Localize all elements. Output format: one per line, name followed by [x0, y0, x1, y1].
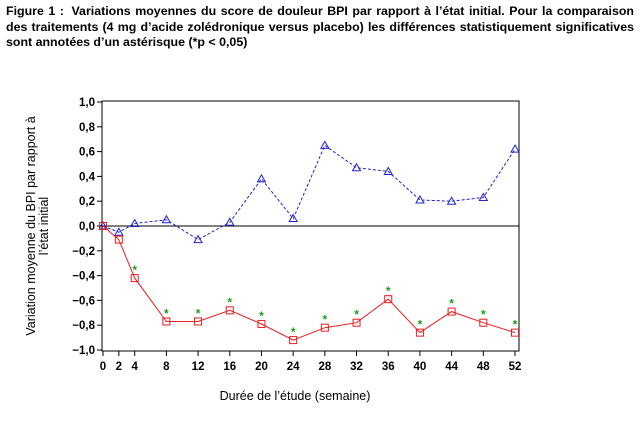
zoledronic-point: [162, 317, 171, 326]
x-tick-label: 36: [382, 361, 395, 373]
zoledronic-point: [194, 317, 203, 326]
significance-asterisk: *: [481, 308, 486, 322]
significance-asterisk: *: [132, 263, 137, 277]
placebo-point: [510, 144, 520, 153]
y-axis-title-line-2: l’état initial: [37, 197, 51, 255]
placebo-point: [351, 162, 362, 172]
zoledronic-point: [384, 295, 393, 304]
x-tick-label: 12: [192, 361, 205, 373]
figure-caption-text: Variations moyennes du score de douleur …: [6, 4, 635, 49]
y-axis: 1,0 0,8 0,6 0,4 0,2 0,0 −0,2 −0,4 −0,6 −0,8 −1,0: [72, 97, 102, 357]
placebo-point: [193, 234, 203, 244]
zoledronic-point: [289, 336, 298, 345]
placebo-series-line: [102, 144, 516, 241]
significance-asterisk: *: [513, 318, 518, 332]
zoledronic-point: [257, 319, 266, 328]
zoledronic-point: [352, 318, 361, 327]
placebo-point: [256, 173, 267, 183]
placebo-point: [383, 166, 394, 175]
x-tick-label: 44: [445, 361, 458, 373]
significance-asterisk: *: [323, 313, 328, 327]
zoledronic-series-line: [102, 225, 516, 341]
x-tick-label: 28: [318, 361, 331, 373]
zoledronic-point: [479, 318, 488, 327]
y-tick-label: −0,8: [72, 320, 95, 332]
y-tick-label: −1,0: [72, 345, 95, 357]
zoledronic-point: [511, 328, 519, 337]
y-tick-label: 0,8: [79, 122, 96, 134]
zoledronic-point: [114, 235, 123, 244]
y-tick-label: 0,2: [79, 196, 95, 208]
y-tick-label: −0,4: [72, 271, 95, 283]
significance-asterisk: *: [164, 306, 169, 320]
placebo-point: [319, 140, 330, 149]
zoledronic-point: [99, 222, 107, 230]
y-tick-label: −0,6: [72, 295, 95, 307]
x-tick-label: 32: [350, 361, 363, 373]
zoledronic-point: [320, 323, 329, 332]
x-axis-title: Durée de l’étude (semaine): [220, 389, 371, 403]
x-tick-label: 52: [509, 361, 522, 373]
zoledronic-point: [225, 306, 234, 315]
placebo-point: [129, 218, 140, 228]
y-tick-label: −0,2: [72, 246, 95, 258]
zoledronic-point: [415, 328, 424, 337]
x-tick-label: 16: [223, 361, 236, 373]
significance-asterisk: *: [354, 308, 359, 322]
significance-asterisk: *: [418, 318, 423, 332]
x-tick-label: 48: [477, 361, 490, 373]
y-tick-label: 0,6: [79, 147, 95, 159]
significance-asterisk: *: [196, 306, 201, 320]
significance-asterisk: *: [227, 295, 232, 309]
placebo-point: [446, 196, 457, 205]
y-tick-label: 0,4: [79, 171, 96, 183]
placebo-point: [161, 214, 172, 224]
figure-label: Figure 1 :: [6, 4, 64, 18]
significance-asterisk: *: [449, 297, 454, 311]
zoledronic-point: [130, 274, 139, 283]
x-tick-label: 40: [414, 361, 427, 373]
x-tick-label: 0: [100, 361, 106, 373]
placebo-point: [288, 213, 299, 223]
significance-asterisk: *: [259, 309, 264, 323]
figure-caption: Figure 1 : Variations moyennes du score …: [6, 4, 634, 51]
y-axis-title-line-1: Variation moyenne du BPI par rapport à: [24, 116, 38, 335]
zoledronic-point: [447, 307, 456, 316]
x-tick-label: 4: [131, 361, 138, 373]
x-tick-label: 24: [287, 361, 300, 373]
significance-asterisk: *: [386, 284, 391, 298]
placebo-point: [478, 192, 489, 201]
placebo-point: [224, 217, 235, 226]
significance-asterisk: *: [291, 325, 296, 339]
placebo-point: [113, 227, 124, 236]
significance-markers: * * * * * * * * * * * * *: [132, 263, 517, 339]
x-tick-label: 20: [255, 361, 268, 373]
y-tick-label: 0,0: [79, 221, 95, 233]
x-tick-label: 8: [163, 361, 170, 373]
x-tick-label: 2: [116, 361, 122, 373]
placebo-point: [415, 194, 425, 204]
series-layer: [98, 140, 520, 345]
x-axis: 0 2 4 8 12 16 20 24 28 32 36 40 44 48 52: [100, 351, 522, 373]
y-tick-label: 1,0: [79, 97, 95, 109]
